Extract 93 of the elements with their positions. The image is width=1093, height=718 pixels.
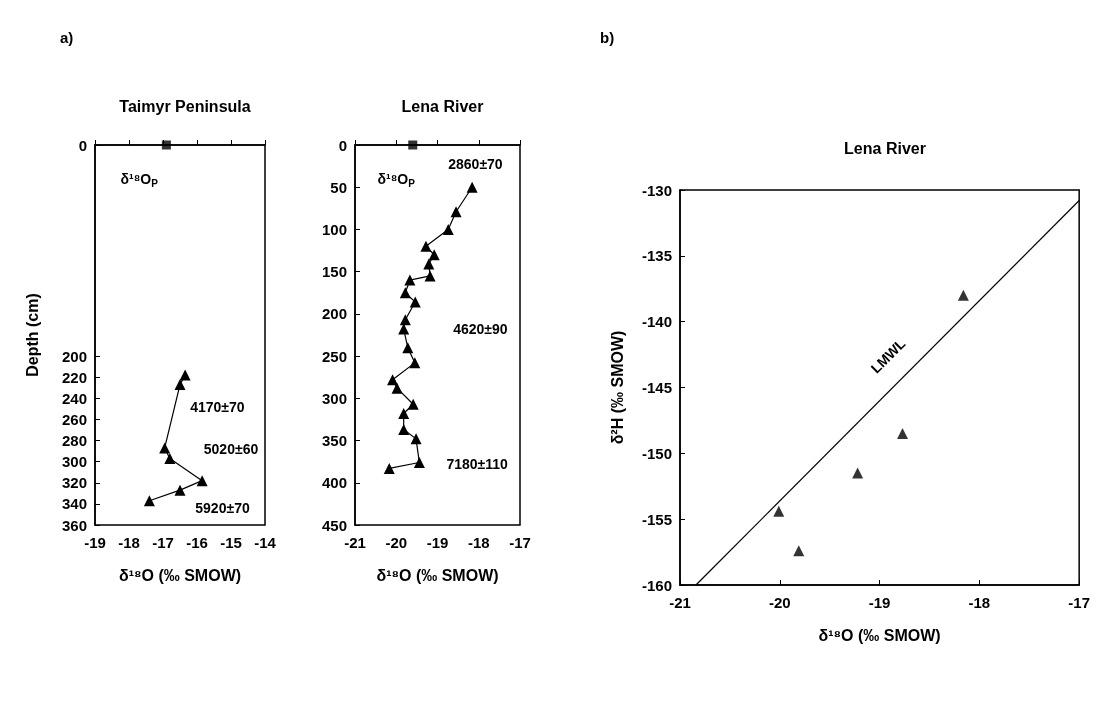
point <box>196 475 208 487</box>
point <box>404 274 416 286</box>
x-tick-label: -17 <box>509 534 531 551</box>
x-tick-label: -18 <box>118 534 140 551</box>
y-tick-label: 300 <box>321 389 347 407</box>
point <box>428 249 440 261</box>
x-tick-label: -17 <box>152 534 174 551</box>
point <box>409 357 421 369</box>
y-tick-label: -140 <box>641 313 672 331</box>
point <box>164 453 176 464</box>
x-tick-label: -15 <box>220 534 242 551</box>
x-tick-label: -19 <box>84 534 106 551</box>
x-tick-label: -20 <box>385 534 408 551</box>
point <box>407 398 419 410</box>
x-tick-label: -14 <box>254 534 277 551</box>
chart-title: Lena River <box>844 139 926 157</box>
point <box>383 462 395 474</box>
y-tick-label: -160 <box>641 576 672 594</box>
point <box>773 505 785 517</box>
annotation: 4170±70 <box>190 399 245 416</box>
y-tick-label: 340 <box>61 495 87 513</box>
x-axis-title: δ¹⁸O (‰ SMOW) <box>118 566 242 584</box>
point <box>957 289 969 301</box>
y-axis-title: δ²H (‰ SMOW) <box>608 330 626 445</box>
point <box>399 287 411 299</box>
point <box>897 428 909 440</box>
x-tick-label: -20 <box>768 594 791 611</box>
annotation: 5020±60 <box>203 441 259 457</box>
point <box>391 382 403 394</box>
y-tick-label: 50 <box>330 178 347 196</box>
x-tick-label: -16 <box>186 534 208 551</box>
point <box>143 495 155 507</box>
text: a) <box>60 29 74 46</box>
y-tick-label: 0 <box>338 136 347 154</box>
y-tick-label: 450 <box>321 516 347 534</box>
text: b) <box>600 29 615 46</box>
point <box>174 379 186 391</box>
annotation: 7180±110 <box>446 456 509 473</box>
point <box>398 408 410 420</box>
x-tick-label: -18 <box>968 594 991 611</box>
y-tick-label: 360 <box>61 516 87 534</box>
y-tick-label: 320 <box>61 474 87 492</box>
y-tick-label: -155 <box>641 510 672 528</box>
point <box>413 457 425 469</box>
point <box>852 467 864 479</box>
x-axis-title: δ¹⁸O (‰ SMOW) <box>818 626 941 644</box>
y-tick-label: 350 <box>321 432 347 450</box>
x-tick-label: -19 <box>868 594 891 611</box>
y-tick-label: -135 <box>641 247 672 265</box>
point <box>402 342 414 354</box>
point <box>450 206 462 218</box>
y-tick-label: 300 <box>61 453 87 471</box>
chart-title: Taimyr Peninsula <box>119 97 251 115</box>
y-tick-label: 280 <box>61 432 87 450</box>
annotation: 5920±70 <box>195 499 250 516</box>
y-tick-label: 150 <box>321 263 347 281</box>
y-tick-label: 220 <box>61 368 87 386</box>
point <box>409 296 421 308</box>
y-tick-label: 0 <box>78 136 87 154</box>
y-axis-title: Depth (cm) <box>23 293 41 377</box>
y-tick-label: 100 <box>321 220 347 238</box>
point <box>159 442 171 454</box>
point <box>466 181 478 193</box>
annotation: 4620±90 <box>453 321 508 338</box>
x-tick-label: -21 <box>344 534 366 551</box>
x-tick-label: -18 <box>467 534 490 551</box>
point <box>387 374 399 386</box>
y-tick-label: 260 <box>61 410 87 428</box>
point <box>442 223 454 235</box>
annotation: 2860±70 <box>448 156 503 172</box>
x-tick-label: -17 <box>1068 594 1090 611</box>
x-tick-label: -19 <box>426 534 449 551</box>
y-tick-label: 250 <box>321 347 347 365</box>
point <box>161 140 171 150</box>
point <box>424 270 436 282</box>
y-tick-label: 200 <box>321 305 347 323</box>
chart-title: Lena River <box>401 97 484 115</box>
point <box>793 545 805 557</box>
y-tick-label: -145 <box>641 379 672 396</box>
point <box>174 484 186 496</box>
point <box>420 240 432 252</box>
point <box>398 424 410 436</box>
x-axis-title: δ¹⁸O (‰ SMOW) <box>376 566 499 584</box>
point <box>179 369 191 381</box>
y-tick-label: 400 <box>321 474 347 492</box>
y-tick-label: 240 <box>61 389 87 407</box>
x-tick-label: -21 <box>669 594 691 611</box>
y-tick-label: -130 <box>641 181 672 199</box>
y-tick-label: 200 <box>61 347 87 365</box>
y-tick-label: -150 <box>641 444 672 462</box>
point <box>423 258 435 270</box>
point <box>410 433 422 445</box>
point <box>408 140 418 150</box>
